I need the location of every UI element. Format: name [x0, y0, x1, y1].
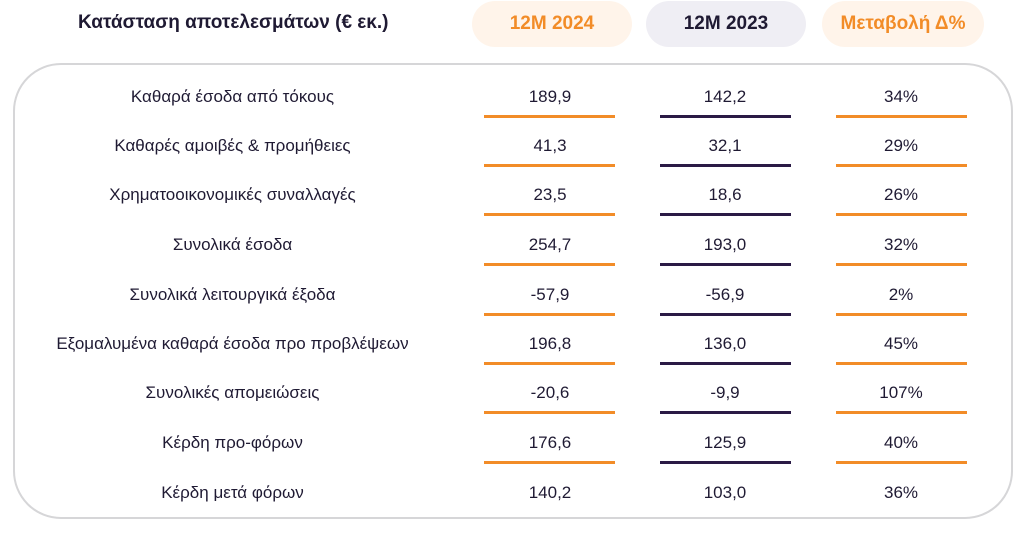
value-12m-2024: 254,7 [528, 235, 572, 254]
row-label: Χρηματοοικονομικές συναλλαγές [109, 185, 356, 204]
row-label: Καθαρά έσοδα από τόκους [130, 87, 335, 106]
underline-change [836, 164, 967, 167]
value-12m-2023: -56,9 [705, 285, 745, 304]
underline-2023 [660, 411, 791, 414]
table-row: Συνολικά έσοδα 254,7 193,0 32% [0, 221, 1024, 271]
table-title: Κατάσταση αποτελεσμάτων (€ εκ.) [78, 12, 389, 33]
value-12m-2023: 125,9 [703, 433, 747, 452]
value-12m-2024: 189,9 [528, 87, 572, 106]
underline-2024 [484, 213, 615, 216]
underline-2023 [660, 263, 791, 266]
value-12m-2024: 140,2 [528, 483, 572, 502]
value-12m-2023: 103,0 [703, 483, 747, 502]
value-change: 34% [883, 87, 919, 106]
underline-change [836, 461, 967, 464]
value-12m-2023: 136,0 [703, 334, 747, 353]
table-row: Χρηματοοικονομικές συναλλαγές 23,5 18,6 … [0, 171, 1024, 221]
row-label: Εξομαλυμένα καθαρά έσοδα προ προβλέψεων [56, 334, 409, 353]
underline-change [836, 313, 967, 316]
underline-change [836, 411, 967, 414]
underline-2024 [484, 461, 615, 464]
value-change: 2% [888, 285, 914, 304]
underline-2024 [484, 263, 615, 266]
underline-2024 [484, 115, 615, 118]
value-12m-2023: 142,2 [703, 87, 747, 106]
underline-2023 [660, 213, 791, 216]
row-label: Συνολικές απομειώσεις [145, 383, 320, 402]
value-12m-2023: 32,1 [708, 136, 742, 155]
table-row: Συνολικά λειτουργικά έξοδα -57,9 -56,9 2… [0, 271, 1024, 321]
value-12m-2024: 23,5 [533, 185, 567, 204]
table-row: Εξομαλυμένα καθαρά έσοδα προ προβλέψεων … [0, 320, 1024, 370]
value-change: 36% [883, 483, 919, 502]
value-change: 107% [879, 383, 923, 402]
value-change: 29% [883, 136, 919, 155]
value-change: 40% [883, 433, 919, 452]
row-label: Καθαρές αμοιβές & προμήθειες [114, 136, 351, 155]
row-label: Κέρδη προ-φόρων [162, 433, 303, 452]
value-12m-2023: 18,6 [708, 185, 742, 204]
underline-2024 [484, 313, 615, 316]
row-label: Κέρδη μετά φόρων [161, 483, 304, 502]
underline-2023 [660, 362, 791, 365]
value-change: 26% [883, 185, 919, 204]
value-change: 32% [883, 235, 919, 254]
underline-2023 [660, 313, 791, 316]
value-12m-2024: 41,3 [533, 136, 567, 155]
column-header-12m-2024: 12Μ 2024 [472, 1, 632, 47]
value-12m-2024: 196,8 [528, 334, 572, 353]
underline-change [836, 115, 967, 118]
results-table-panel [13, 63, 1013, 519]
underline-change [836, 263, 967, 266]
value-change: 45% [883, 334, 919, 353]
row-label: Συνολικά έσοδα [172, 235, 293, 254]
table-row: Καθαρά έσοδα από τόκους 189,9 142,2 34% [0, 73, 1024, 123]
column-header-change: Μεταβολή Δ% [822, 1, 984, 47]
table-row: Κέρδη προ-φόρων 176,6 125,9 40% [0, 419, 1024, 469]
value-12m-2024: 176,6 [528, 433, 572, 452]
underline-2023 [660, 164, 791, 167]
underline-2023 [660, 115, 791, 118]
value-12m-2024: -20,6 [530, 383, 570, 402]
underline-change [836, 362, 967, 365]
underline-change [836, 213, 967, 216]
row-label: Συνολικά λειτουργικά έξοδα [129, 285, 336, 304]
table-row: Συνολικές απομειώσεις -20,6 -9,9 107% [0, 369, 1024, 419]
underline-2024 [484, 362, 615, 365]
underline-2024 [484, 411, 615, 414]
value-12m-2023: 193,0 [703, 235, 747, 254]
column-header-12m-2023: 12Μ 2023 [646, 1, 806, 47]
underline-2023 [660, 461, 791, 464]
value-12m-2024: -57,9 [530, 285, 570, 304]
value-12m-2023: -9,9 [710, 383, 740, 402]
table-row: Κέρδη μετά φόρων 140,2 103,0 36% [0, 469, 1024, 519]
underline-2024 [484, 164, 615, 167]
table-row: Καθαρές αμοιβές & προμήθειες 41,3 32,1 2… [0, 122, 1024, 172]
